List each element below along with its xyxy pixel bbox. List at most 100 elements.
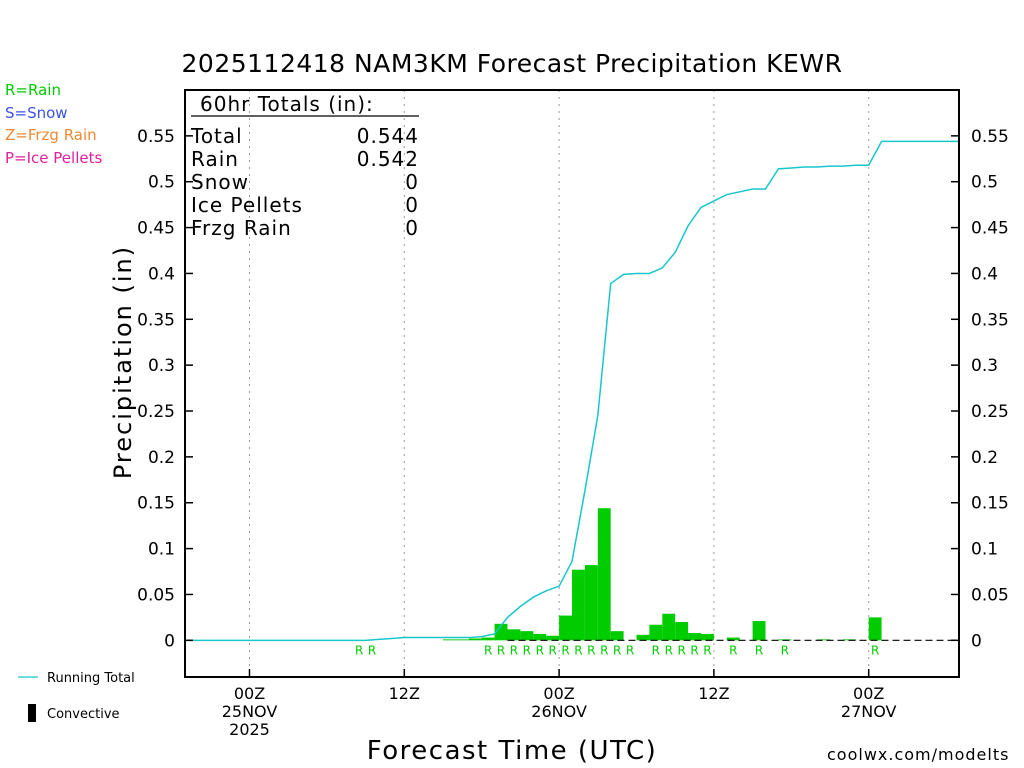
precip-bar [649,624,663,641]
y-tick-label-right: 0.4 [971,264,998,284]
x-tick-label: 25NOV [222,702,278,721]
y-tick-label-left: 0 [164,631,175,651]
y-tick-label-left: 0.55 [137,127,175,147]
totals-label: Frzg Rain [191,216,292,240]
precip-type-label: R [536,643,544,657]
watermark[interactable]: coolwx.com/modelts [827,745,1010,764]
chart-title: 2025112418 NAM3KM Forecast Precipitation… [181,49,843,78]
precip-bar [584,565,598,641]
running-total-line [185,140,959,642]
x-tick-label: 00Z [853,684,884,703]
convective-legend-label: Convective [47,707,120,722]
precip-bar [675,621,689,641]
precip-bar [662,613,676,641]
precip-type-label: R [548,643,556,657]
precip-type-label: R [729,643,737,657]
plot-frame [184,89,960,678]
totals-box: 60hr Totals (in): Total 0.544 Rain 0.542 Snow… [190,92,419,240]
y-tick-label-left: 0.4 [148,264,175,284]
precip-bar [868,617,882,641]
y-tick-label-left: 0.1 [148,540,175,560]
x-tick-label: 12Z [698,684,729,703]
precip-bar [636,634,650,641]
precip-type-label: R [574,643,582,657]
precip-type-label: R [781,643,789,657]
x-tick-label: 26NOV [531,702,587,721]
precip-bar [533,633,547,641]
precip-bar [701,633,714,641]
legend-frzg-rain: Z=Frzg Rain [5,126,97,144]
x-tick-label: 27NOV [841,702,897,721]
precip-type-label: R [368,643,376,657]
grid [249,90,870,677]
y-tick-label-right: 0.35 [971,310,1009,330]
precip-type-label: R [497,643,505,657]
y-tick-label-left: 0.05 [137,585,175,605]
precip-bar [481,637,495,641]
y-tick-label-right: 0.15 [971,494,1009,514]
y-tick-label-left: 0.15 [137,494,175,514]
totals-value: 0.544 [357,124,419,148]
precip-bar [494,623,508,641]
precip-type-label: R [755,643,763,657]
y-tick-label-right: 0.25 [971,402,1009,422]
y-axis-label: Precipitation (in) [109,245,137,479]
precip-bar [817,639,830,641]
y-tick-label-right: 0.5 [971,173,998,193]
totals-label: Rain [191,147,239,171]
precip-type-label: R [690,643,698,657]
y-tick-label-right: 0 [971,631,982,651]
y-tick-label-left: 0.2 [148,448,175,468]
precip-bar [688,632,701,641]
totals-label: Snow [191,170,249,194]
precip-type-label: R [523,643,531,657]
y-tick-label-left: 0.45 [137,219,175,239]
precip-bar [572,569,585,641]
totals-header: 60hr Totals (in): [200,92,374,116]
y-tick-label-right: 0.2 [971,448,998,468]
y-tick-label-right: 0.05 [971,585,1009,605]
precip-type-label: R [703,643,711,657]
y-tick-label-right: 0.55 [971,127,1009,147]
precip-bar [520,631,534,641]
totals-value: 0 [405,216,419,240]
running-total-legend-label: Running Total [47,671,135,686]
precip-type-label: R [652,643,660,657]
precip-bar [559,615,572,641]
y-tick-label-left: 0.25 [137,402,175,422]
precip-type-label: R [587,643,595,657]
precip-type-label: R [600,643,608,657]
convective-legend-swatch [28,704,36,722]
x-tick-label: 2025 [229,720,270,739]
y-tick-label-right: 0.3 [971,356,998,376]
legend-rain: R=Rain [5,81,61,99]
precip-bar [726,637,740,641]
precip-type-label: R [677,643,685,657]
totals-value: 0 [405,170,419,194]
precip-type-label: R [613,643,621,657]
x-tick-label: 00Z [543,684,574,703]
precip-type-label: R [355,643,363,657]
y-tick-label-left: 0.35 [137,310,175,330]
precip-bar [468,638,482,641]
precip-type-label: R [665,643,673,657]
y-axis: 0 00.05 0.050.1 0.10.15 0.150.2 0.20.25 0.250.… [137,127,1009,651]
legend-snow: S=Snow [5,104,68,122]
precip-type-label: R [871,643,879,657]
bars [443,508,882,641]
totals-label: Total [190,124,243,148]
precip-type-label: R [561,643,569,657]
precip-bar [455,639,469,641]
totals-value: 0 [405,193,419,217]
y-tick-label-right: 0.1 [971,540,998,560]
y-tick-label-left: 0.3 [148,356,175,376]
y-tick-label-left: 0.5 [148,173,175,193]
precip-bar [752,621,766,641]
legend-ice-pellets: P=Ice Pellets [5,149,103,167]
x-axis-label: Forecast Time (UTC) [367,736,658,766]
totals-label: Ice Pellets [191,193,303,217]
precip-type-label: R [626,643,634,657]
